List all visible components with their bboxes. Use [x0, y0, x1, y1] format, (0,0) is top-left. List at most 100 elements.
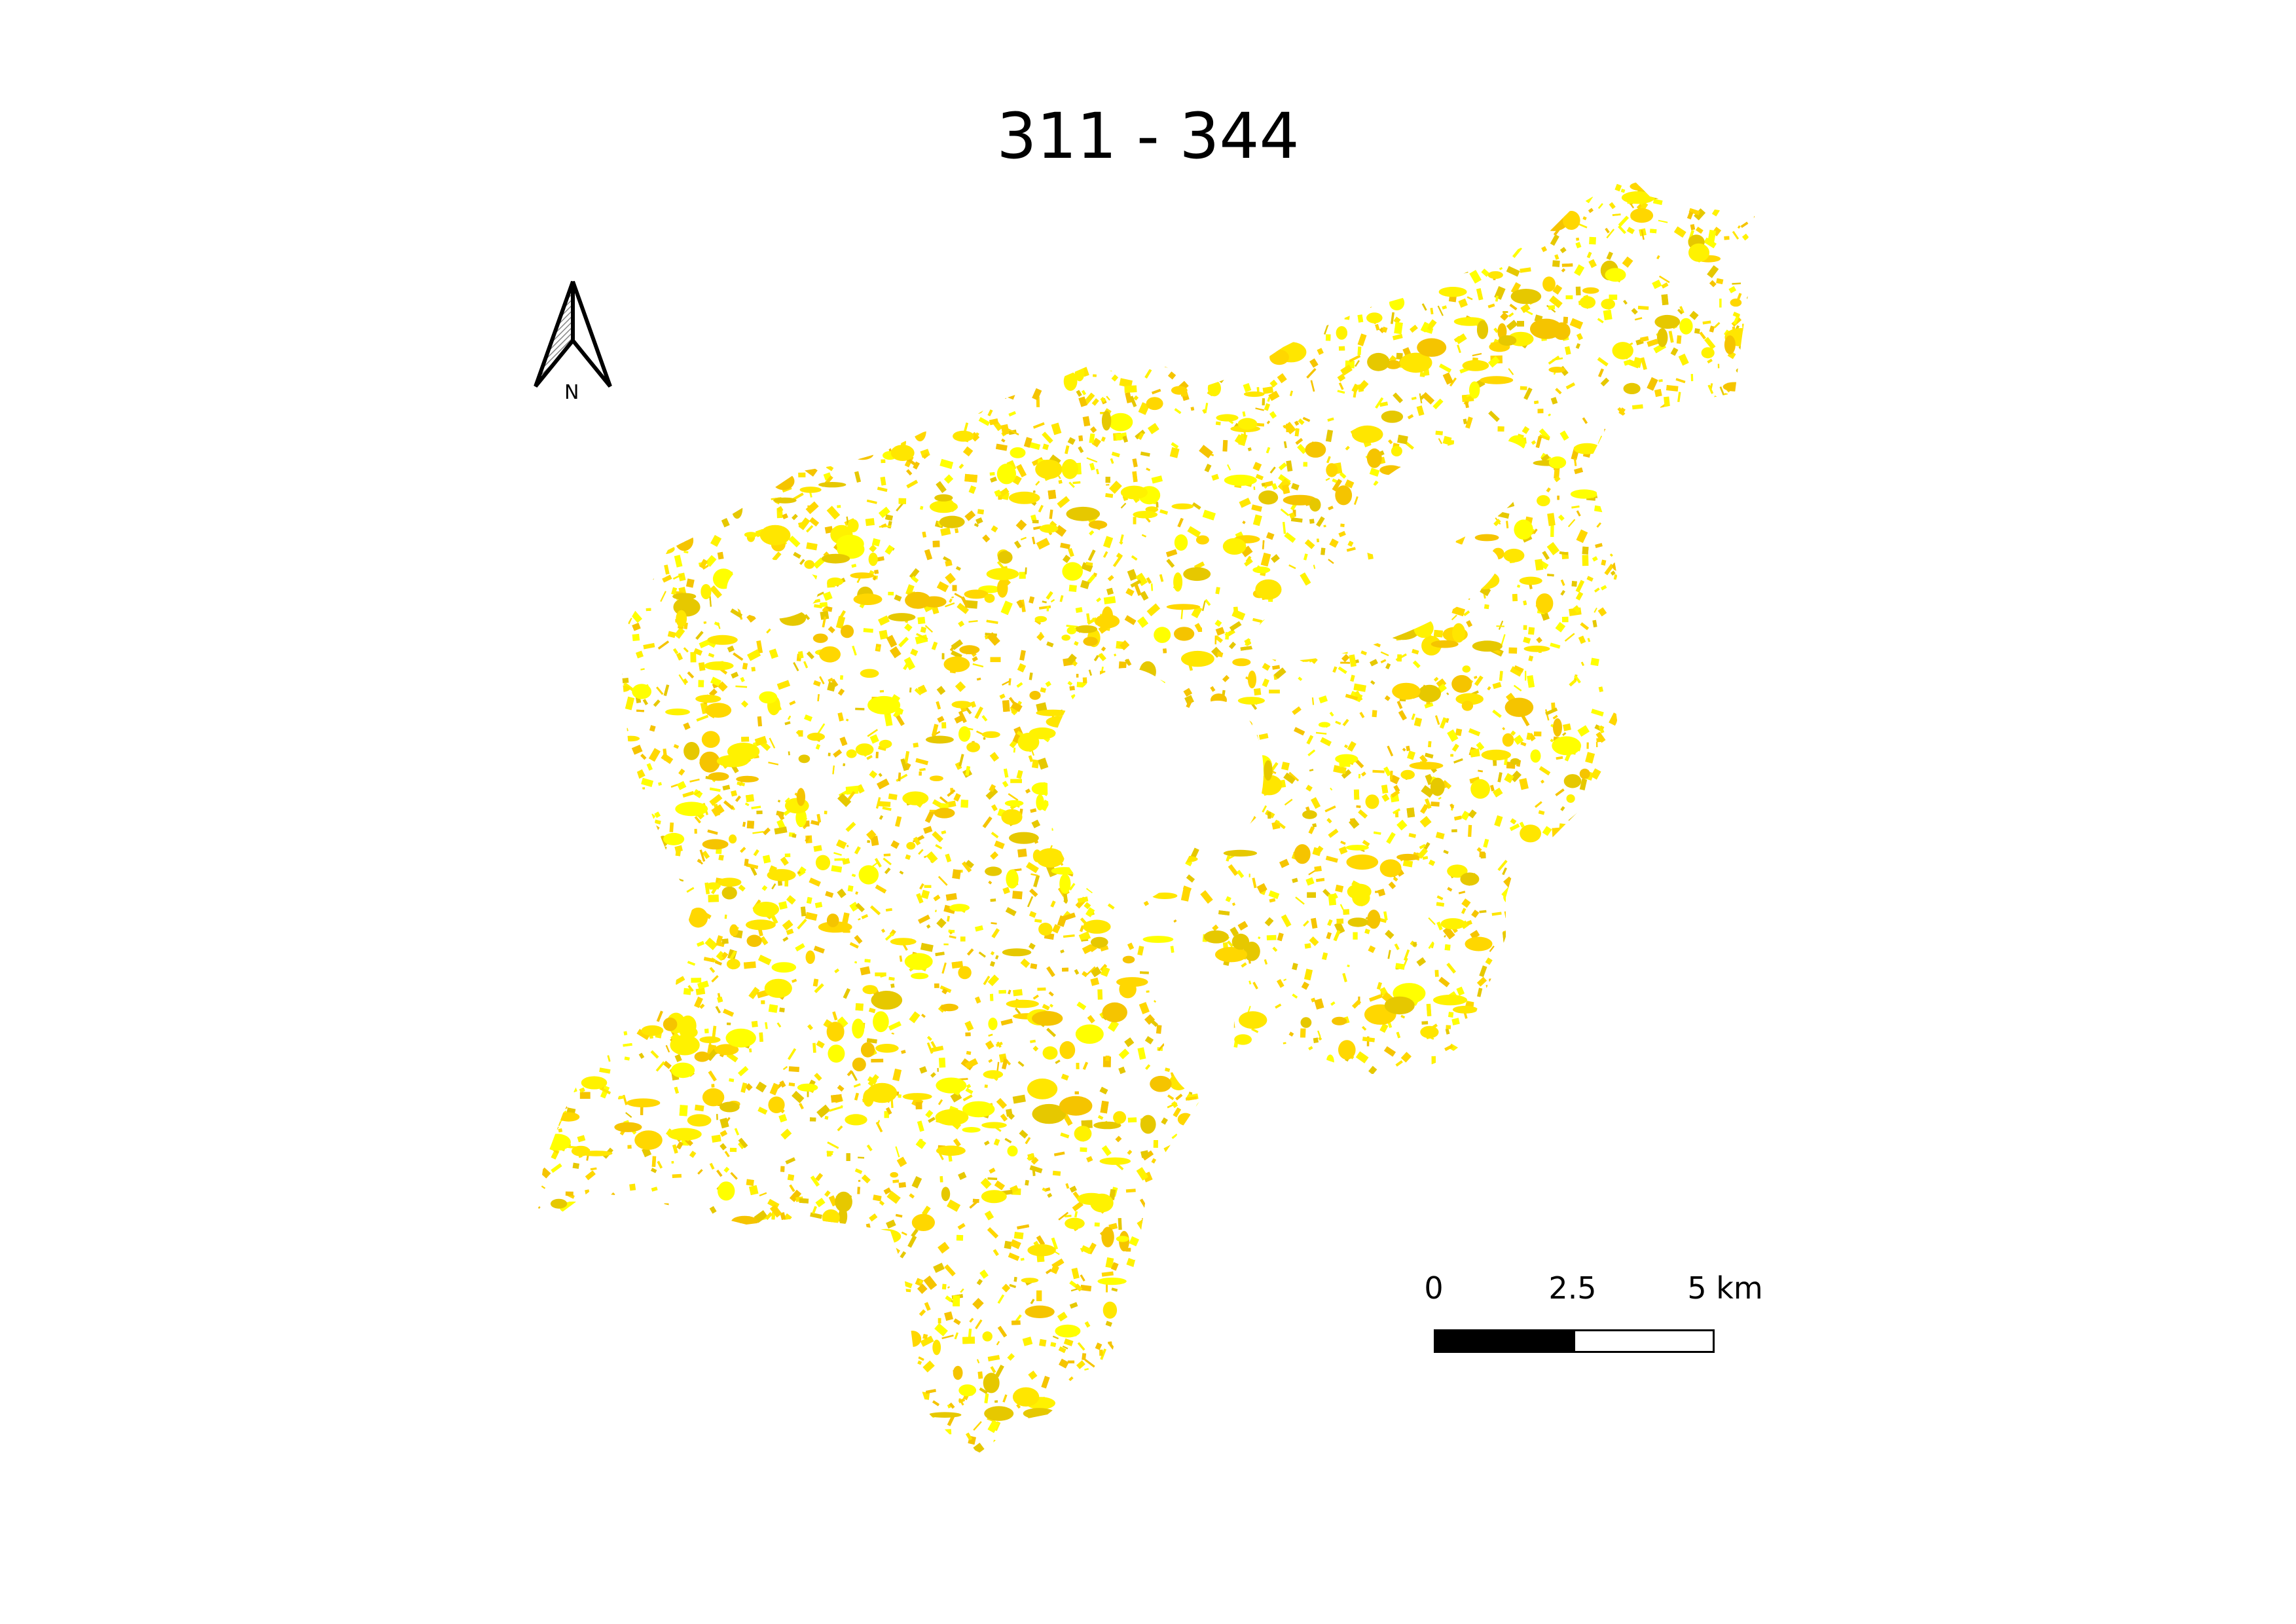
fragment [1507, 1388, 1515, 1391]
fragment [643, 897, 651, 905]
fragment [571, 1411, 580, 1416]
fragment [547, 257, 556, 265]
fragment [1734, 523, 1741, 532]
fragment [1749, 420, 1755, 430]
fragment [1592, 1052, 1605, 1065]
fragment [537, 1407, 539, 1416]
fragment [1640, 955, 1652, 961]
fragment [605, 442, 613, 455]
fragment [542, 610, 547, 615]
fragment [704, 1449, 711, 1454]
fragment [1679, 564, 1685, 571]
fragment [870, 1430, 878, 1440]
fragment [1393, 876, 1398, 882]
fragment [1286, 460, 1293, 472]
fragment [1034, 252, 1038, 263]
fragment [1653, 1371, 1657, 1373]
fragment [1321, 1460, 1324, 1466]
fragment [1095, 1386, 1106, 1391]
fragment [1317, 1370, 1324, 1375]
fragment [875, 1361, 879, 1365]
fragment [998, 298, 1004, 305]
fragment [866, 499, 877, 504]
fragment [1272, 1321, 1281, 1330]
fragment [1234, 1076, 1238, 1080]
fragment [966, 948, 974, 956]
fragment [537, 1126, 539, 1137]
fragment [1683, 1072, 1686, 1077]
fragment [1542, 1441, 1548, 1446]
fragment [941, 1283, 947, 1290]
fragment [1516, 929, 1524, 938]
fragment [888, 1376, 892, 1383]
fragment [865, 1389, 875, 1398]
fragment [1674, 735, 1688, 747]
fragment [1730, 673, 1734, 678]
fragment [793, 1251, 805, 1263]
fragment [1641, 1081, 1650, 1084]
fragment [708, 895, 720, 902]
fragment [1520, 267, 1531, 273]
fragment [901, 273, 910, 281]
fragment [1280, 1117, 1290, 1125]
fragment [1059, 198, 1063, 206]
fragment [1101, 646, 1106, 652]
fragment [721, 430, 728, 437]
fragment [784, 880, 789, 887]
fragment [1314, 1347, 1319, 1356]
fragment [613, 874, 621, 881]
fragment [1550, 642, 1561, 649]
fragment [575, 1405, 581, 1414]
fragment [1247, 1193, 1254, 1198]
fragment [1076, 327, 1085, 336]
fragment [1297, 1295, 1302, 1307]
fragment [1013, 989, 1023, 997]
fragment [1246, 1409, 1258, 1414]
fragment [660, 591, 666, 602]
fragment [567, 763, 577, 773]
fragment [767, 336, 780, 348]
fragment [775, 1237, 780, 1242]
fragment [564, 715, 574, 728]
fragment [944, 1429, 952, 1435]
fragment [1042, 432, 1053, 444]
fragment [1457, 1098, 1463, 1107]
fragment [1507, 944, 1519, 955]
fragment [688, 483, 697, 492]
fragment [694, 498, 702, 504]
fragment [856, 378, 860, 386]
fragment [1208, 366, 1222, 378]
fragment [1483, 838, 1489, 848]
fragment [1416, 405, 1425, 416]
fragment [1700, 825, 1707, 834]
fragment [757, 394, 765, 406]
fragment [924, 316, 934, 329]
fragment [1220, 1194, 1232, 1200]
fragment [1161, 1117, 1168, 1125]
fragment [1500, 1422, 1509, 1435]
fragment [1741, 699, 1746, 707]
fragment [608, 886, 619, 897]
fragment [1292, 963, 1298, 970]
fragment [1121, 292, 1131, 304]
fragment [1615, 820, 1622, 828]
fragment [539, 477, 549, 486]
fragment [622, 549, 627, 553]
fragment [1736, 599, 1743, 605]
fragment [625, 1415, 632, 1427]
fragment [587, 240, 600, 249]
fragment [1458, 1141, 1467, 1151]
fragment [1333, 1365, 1343, 1375]
fragment [989, 396, 994, 403]
fragment [556, 1020, 564, 1028]
fragment [947, 1414, 955, 1426]
fragment [1624, 1173, 1631, 1185]
fragment [1589, 877, 1594, 890]
fragment [1352, 1247, 1359, 1257]
fragment [737, 1065, 749, 1077]
fragment [1226, 1154, 1233, 1158]
fragment [721, 199, 731, 205]
fragment [810, 1212, 822, 1219]
fragment [601, 1321, 606, 1328]
fragment [742, 405, 751, 413]
